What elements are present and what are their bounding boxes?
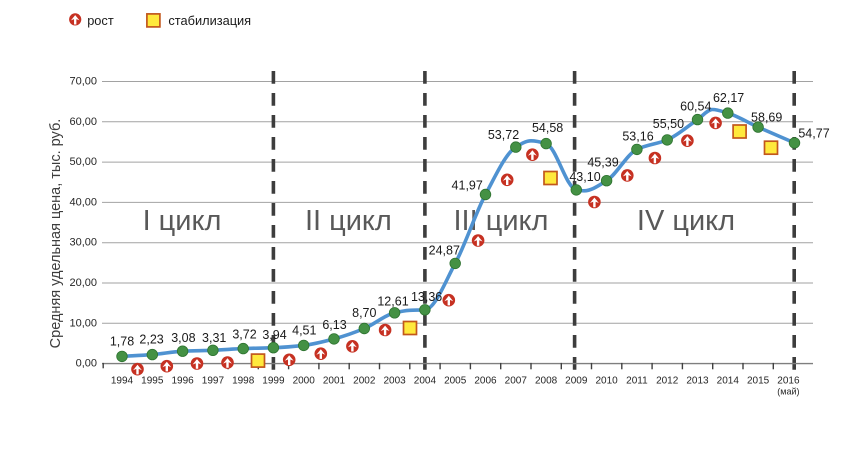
svg-text:2006: 2006: [474, 376, 497, 387]
svg-text:43,10: 43,10: [569, 170, 600, 184]
svg-text:Средняя удельная цена, тыс. ру: Средняя удельная цена, тыс. руб.: [48, 119, 64, 349]
svg-text:54,77: 54,77: [798, 127, 829, 141]
svg-text:10,00: 10,00: [69, 317, 97, 329]
svg-text:2010: 2010: [595, 376, 618, 387]
svg-text:2011: 2011: [626, 376, 648, 387]
svg-text:60,00: 60,00: [69, 116, 97, 128]
svg-text:(май): (май): [777, 387, 799, 397]
svg-text:4,51: 4,51: [292, 324, 316, 338]
svg-text:2,23: 2,23: [139, 333, 163, 347]
svg-text:40,00: 40,00: [69, 196, 97, 208]
svg-text:I цикл: I цикл: [143, 205, 222, 237]
svg-text:53,16: 53,16: [622, 130, 653, 144]
svg-text:13,36: 13,36: [411, 290, 442, 304]
svg-text:2016: 2016: [777, 376, 800, 387]
svg-text:1997: 1997: [202, 376, 225, 387]
svg-text:2001: 2001: [323, 376, 346, 387]
svg-text:2014: 2014: [717, 376, 740, 387]
svg-text:41,97: 41,97: [452, 179, 483, 193]
svg-text:1994: 1994: [111, 376, 134, 387]
svg-text:1995: 1995: [141, 376, 164, 387]
svg-text:53,72: 53,72: [488, 128, 519, 142]
svg-text:55,50: 55,50: [653, 117, 684, 131]
svg-text:рост: рост: [87, 13, 114, 28]
svg-text:2004: 2004: [414, 376, 437, 387]
svg-text:3,31: 3,31: [202, 331, 226, 345]
svg-text:3,94: 3,94: [262, 328, 286, 342]
svg-text:IV цикл: IV цикл: [637, 205, 735, 237]
svg-text:1996: 1996: [171, 376, 194, 387]
svg-text:60,54: 60,54: [680, 100, 711, 114]
svg-text:2015: 2015: [747, 376, 770, 387]
svg-text:2008: 2008: [535, 376, 558, 387]
svg-text:2003: 2003: [383, 376, 406, 387]
svg-text:12,61: 12,61: [377, 295, 408, 309]
svg-text:30,00: 30,00: [69, 237, 97, 249]
svg-text:50,00: 50,00: [69, 156, 97, 168]
svg-text:2007: 2007: [505, 376, 528, 387]
svg-text:6,13: 6,13: [322, 318, 346, 332]
svg-text:2009: 2009: [565, 376, 588, 387]
svg-text:54,58: 54,58: [532, 121, 563, 135]
svg-text:58,69: 58,69: [751, 111, 782, 125]
svg-text:8,70: 8,70: [352, 306, 376, 320]
svg-text:45,39: 45,39: [587, 156, 618, 170]
svg-text:2005: 2005: [444, 376, 467, 387]
svg-text:20,00: 20,00: [69, 277, 97, 289]
svg-text:II цикл: II цикл: [305, 205, 392, 237]
svg-text:2000: 2000: [293, 376, 316, 387]
svg-text:стабилизация: стабилизация: [168, 13, 251, 28]
svg-text:2002: 2002: [353, 376, 376, 387]
svg-text:1,78: 1,78: [110, 334, 134, 348]
svg-text:2013: 2013: [686, 376, 709, 387]
svg-text:24,87: 24,87: [429, 244, 460, 258]
svg-text:3,72: 3,72: [232, 327, 256, 341]
svg-text:1999: 1999: [262, 376, 285, 387]
svg-text:0,00: 0,00: [76, 358, 97, 370]
svg-text:1998: 1998: [232, 376, 255, 387]
svg-text:62,17: 62,17: [713, 91, 744, 105]
svg-text:2012: 2012: [656, 376, 679, 387]
svg-text:3,08: 3,08: [171, 331, 195, 345]
svg-text:70,00: 70,00: [69, 76, 97, 88]
